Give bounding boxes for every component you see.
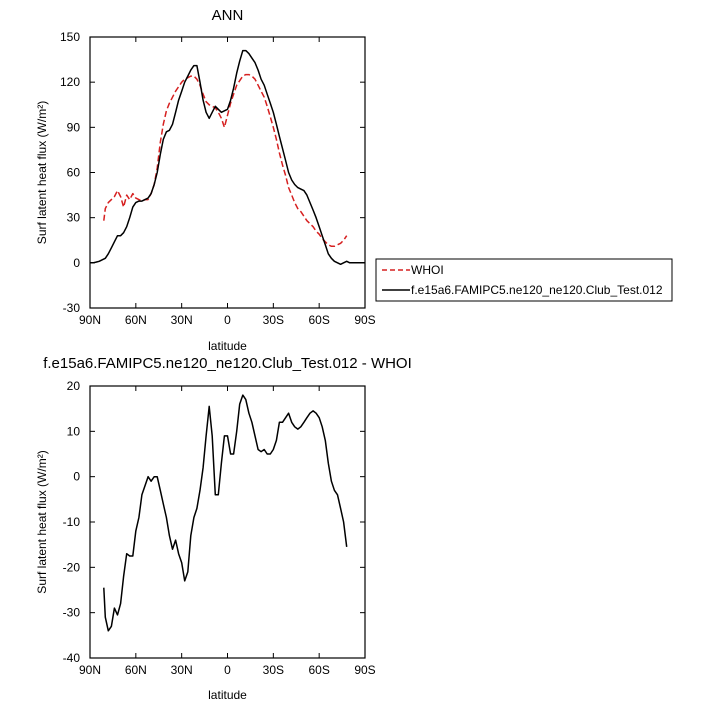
- top-y-tick-label: 90: [67, 120, 81, 134]
- top-x-tick-label: 90N: [79, 313, 101, 327]
- top-y-tick-label: 120: [60, 75, 80, 89]
- top-y-tick-label: 150: [60, 30, 80, 44]
- bottom-y-tick-label: -10: [63, 515, 81, 529]
- bottom-x-tick-label: 30N: [171, 663, 193, 677]
- legend-label-whoi: WHOI: [411, 263, 444, 277]
- bottom-y-tick-label: -40: [63, 651, 81, 665]
- top-y-tick-label: 30: [67, 211, 81, 225]
- top-y-tick-label: 0: [73, 256, 80, 270]
- bottom-x-tick-label: 90S: [354, 663, 375, 677]
- bottom-series-group: [103, 394, 348, 632]
- top-x-tick-label: 30S: [263, 313, 284, 327]
- top-chart-title: ANN: [212, 7, 244, 24]
- legend: WHOI f.e15a6.FAMIPC5.ne120_ne120.Club_Te…: [375, 258, 673, 302]
- top-x-ticks: 90N 60N 30N 0 30S 60S 90S: [79, 37, 376, 327]
- bottom-x-ticks: 90N 60N 30N 0 30S 60S 90S: [79, 386, 376, 677]
- bottom-y-ticks: -40 -30 -20 -10 0 10 20: [63, 379, 365, 665]
- bottom-x-tick-label: 90N: [79, 663, 101, 677]
- top-y-ticks: -30 0 30 60 90 120 150: [60, 30, 365, 315]
- bottom-x-axis-label: latitude: [208, 688, 247, 702]
- bottom-x-tick-label: 0: [224, 663, 231, 677]
- bottom-series-line-0: [103, 394, 348, 632]
- top-x-tick-label: 60N: [125, 313, 147, 327]
- bottom-x-tick-label: 60N: [125, 663, 147, 677]
- bottom-y-tick-label: 10: [67, 424, 81, 438]
- top-x-tick-label: 90S: [354, 313, 375, 327]
- top-y-tick-label: -30: [63, 301, 81, 315]
- top-plot-frame: [89, 36, 366, 309]
- bottom-y-axis-label: Surf latent heat flux (W/m²): [35, 450, 49, 593]
- legend-box: [375, 258, 673, 302]
- top-chart: ANN 90N 60N 30N 0 30S 60S 90S -30 0 30 60 90 120 150…: [35, 7, 673, 353]
- top-x-axis-label: latitude: [208, 339, 247, 353]
- bottom-x-tick-label: 60S: [308, 663, 329, 677]
- bottom-y-tick-label: -30: [63, 606, 81, 620]
- top-x-tick-label: 0: [224, 313, 231, 327]
- top-series-group: [90, 49, 365, 266]
- top-series-line-1: [90, 49, 365, 266]
- bottom-chart-title: f.e15a6.FAMIPC5.ne120_ne120.Club_Test.01…: [43, 355, 412, 372]
- legend-label-model: f.e15a6.FAMIPC5.ne120_ne120.Club_Test.01…: [411, 283, 663, 297]
- bottom-y-tick-label: 20: [67, 379, 81, 393]
- top-x-tick-label: 60S: [308, 313, 329, 327]
- top-series-line-0: [103, 73, 348, 248]
- top-y-axis-label: Surf latent heat flux (W/m²): [35, 101, 49, 244]
- bottom-plot-frame: [89, 385, 366, 659]
- bottom-x-tick-label: 30S: [263, 663, 284, 677]
- bottom-y-tick-label: -20: [63, 560, 81, 574]
- top-x-tick-label: 30N: [171, 313, 193, 327]
- bottom-y-tick-label: 0: [73, 470, 80, 484]
- bottom-chart: f.e15a6.FAMIPC5.ne120_ne120.Club_Test.01…: [35, 355, 412, 702]
- top-y-tick-label: 60: [67, 166, 81, 180]
